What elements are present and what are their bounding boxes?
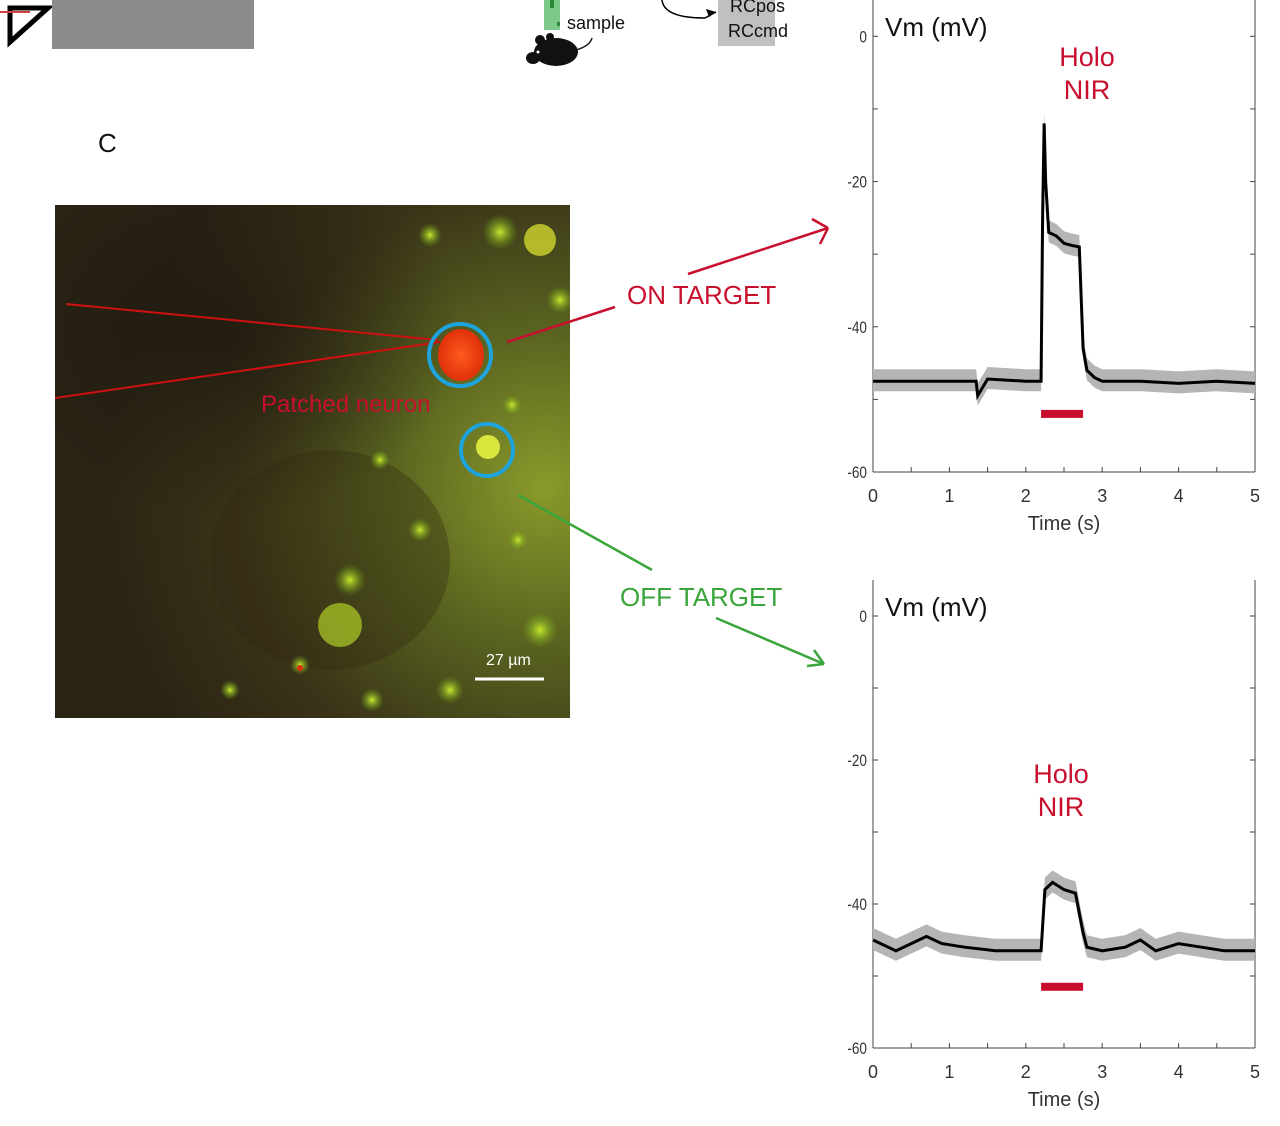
stim-label-line: Holo xyxy=(1059,42,1115,72)
panel-label: C xyxy=(98,128,117,158)
x-tick-label: 0 xyxy=(868,1062,878,1082)
patched-neuron-label: Patched neuron xyxy=(261,391,431,418)
x-tick-label: 3 xyxy=(1097,1062,1107,1082)
x-tick-label: 0 xyxy=(868,486,878,506)
sample-label: sample xyxy=(567,13,626,33)
scale-bar-label: 27 µm xyxy=(486,652,531,669)
stim-label-line: Holo xyxy=(1033,759,1089,789)
micrograph xyxy=(55,205,570,718)
variance-band xyxy=(873,870,1255,961)
x-tick-label: 1 xyxy=(944,486,954,506)
pipette-line-top xyxy=(65,303,439,341)
gray-block xyxy=(52,0,254,49)
x-tick-label: 3 xyxy=(1097,486,1107,506)
pipette-line-bottom xyxy=(55,341,441,399)
top-middle-schematic xyxy=(526,0,775,66)
y-tick-label: -40 xyxy=(847,896,867,915)
x-tick-label: 4 xyxy=(1174,486,1184,506)
stim-bar xyxy=(1041,982,1084,991)
arrow-head xyxy=(706,9,716,17)
stim-label-line: NIR xyxy=(1064,75,1111,105)
stim-bar xyxy=(1041,409,1084,418)
variance-band xyxy=(873,111,1255,406)
x-tick-label: 1 xyxy=(944,1062,954,1082)
top-left-schematic xyxy=(0,0,254,49)
off-target-label: OFF TARGET xyxy=(620,582,783,612)
y-tick-label: -20 xyxy=(847,752,867,771)
rc-cmd-label: RCcmd xyxy=(728,21,789,41)
y-tick-label: 0 xyxy=(859,608,867,627)
x-axis-label: Time (s) xyxy=(1028,513,1101,535)
x-axis-label: Time (s) xyxy=(1028,1089,1101,1111)
rc-box xyxy=(718,0,775,46)
off-target-cell xyxy=(476,435,500,459)
x-tick-label: 2 xyxy=(1021,1062,1031,1082)
off-target-ring xyxy=(459,422,515,478)
mean-trace xyxy=(872,880,1255,953)
green-sample-block xyxy=(544,0,560,30)
y-tick-label: -60 xyxy=(847,464,867,483)
y-tick-label: -40 xyxy=(847,318,867,337)
y-axis-label: Vm (mV) xyxy=(885,12,988,42)
stim-label-line: NIR xyxy=(1038,792,1085,822)
mean-trace xyxy=(873,123,1256,401)
feedback-arrow xyxy=(661,0,717,19)
x-tick-label: 4 xyxy=(1174,1062,1184,1082)
y-tick-label: -20 xyxy=(847,173,867,192)
rc-pos-label: RCpos xyxy=(730,0,786,16)
off-target-arrow xyxy=(517,493,826,668)
x-tick-label: 5 xyxy=(1250,1062,1260,1082)
patched-neuron-cell xyxy=(438,329,484,381)
x-tick-label: 5 xyxy=(1250,486,1260,506)
y-tick-label: -60 xyxy=(847,1040,867,1059)
y-axis-label: Vm (mV) xyxy=(885,592,988,622)
on-target-arrow xyxy=(506,217,830,344)
y-tick-label: 0 xyxy=(859,28,867,47)
mouse-icon xyxy=(526,33,593,66)
green-dot xyxy=(557,22,560,26)
on-target-label: ON TARGET xyxy=(627,280,777,310)
on-target-ring xyxy=(427,322,493,388)
objective-icon xyxy=(7,5,55,48)
x-tick-label: 2 xyxy=(1021,486,1031,506)
